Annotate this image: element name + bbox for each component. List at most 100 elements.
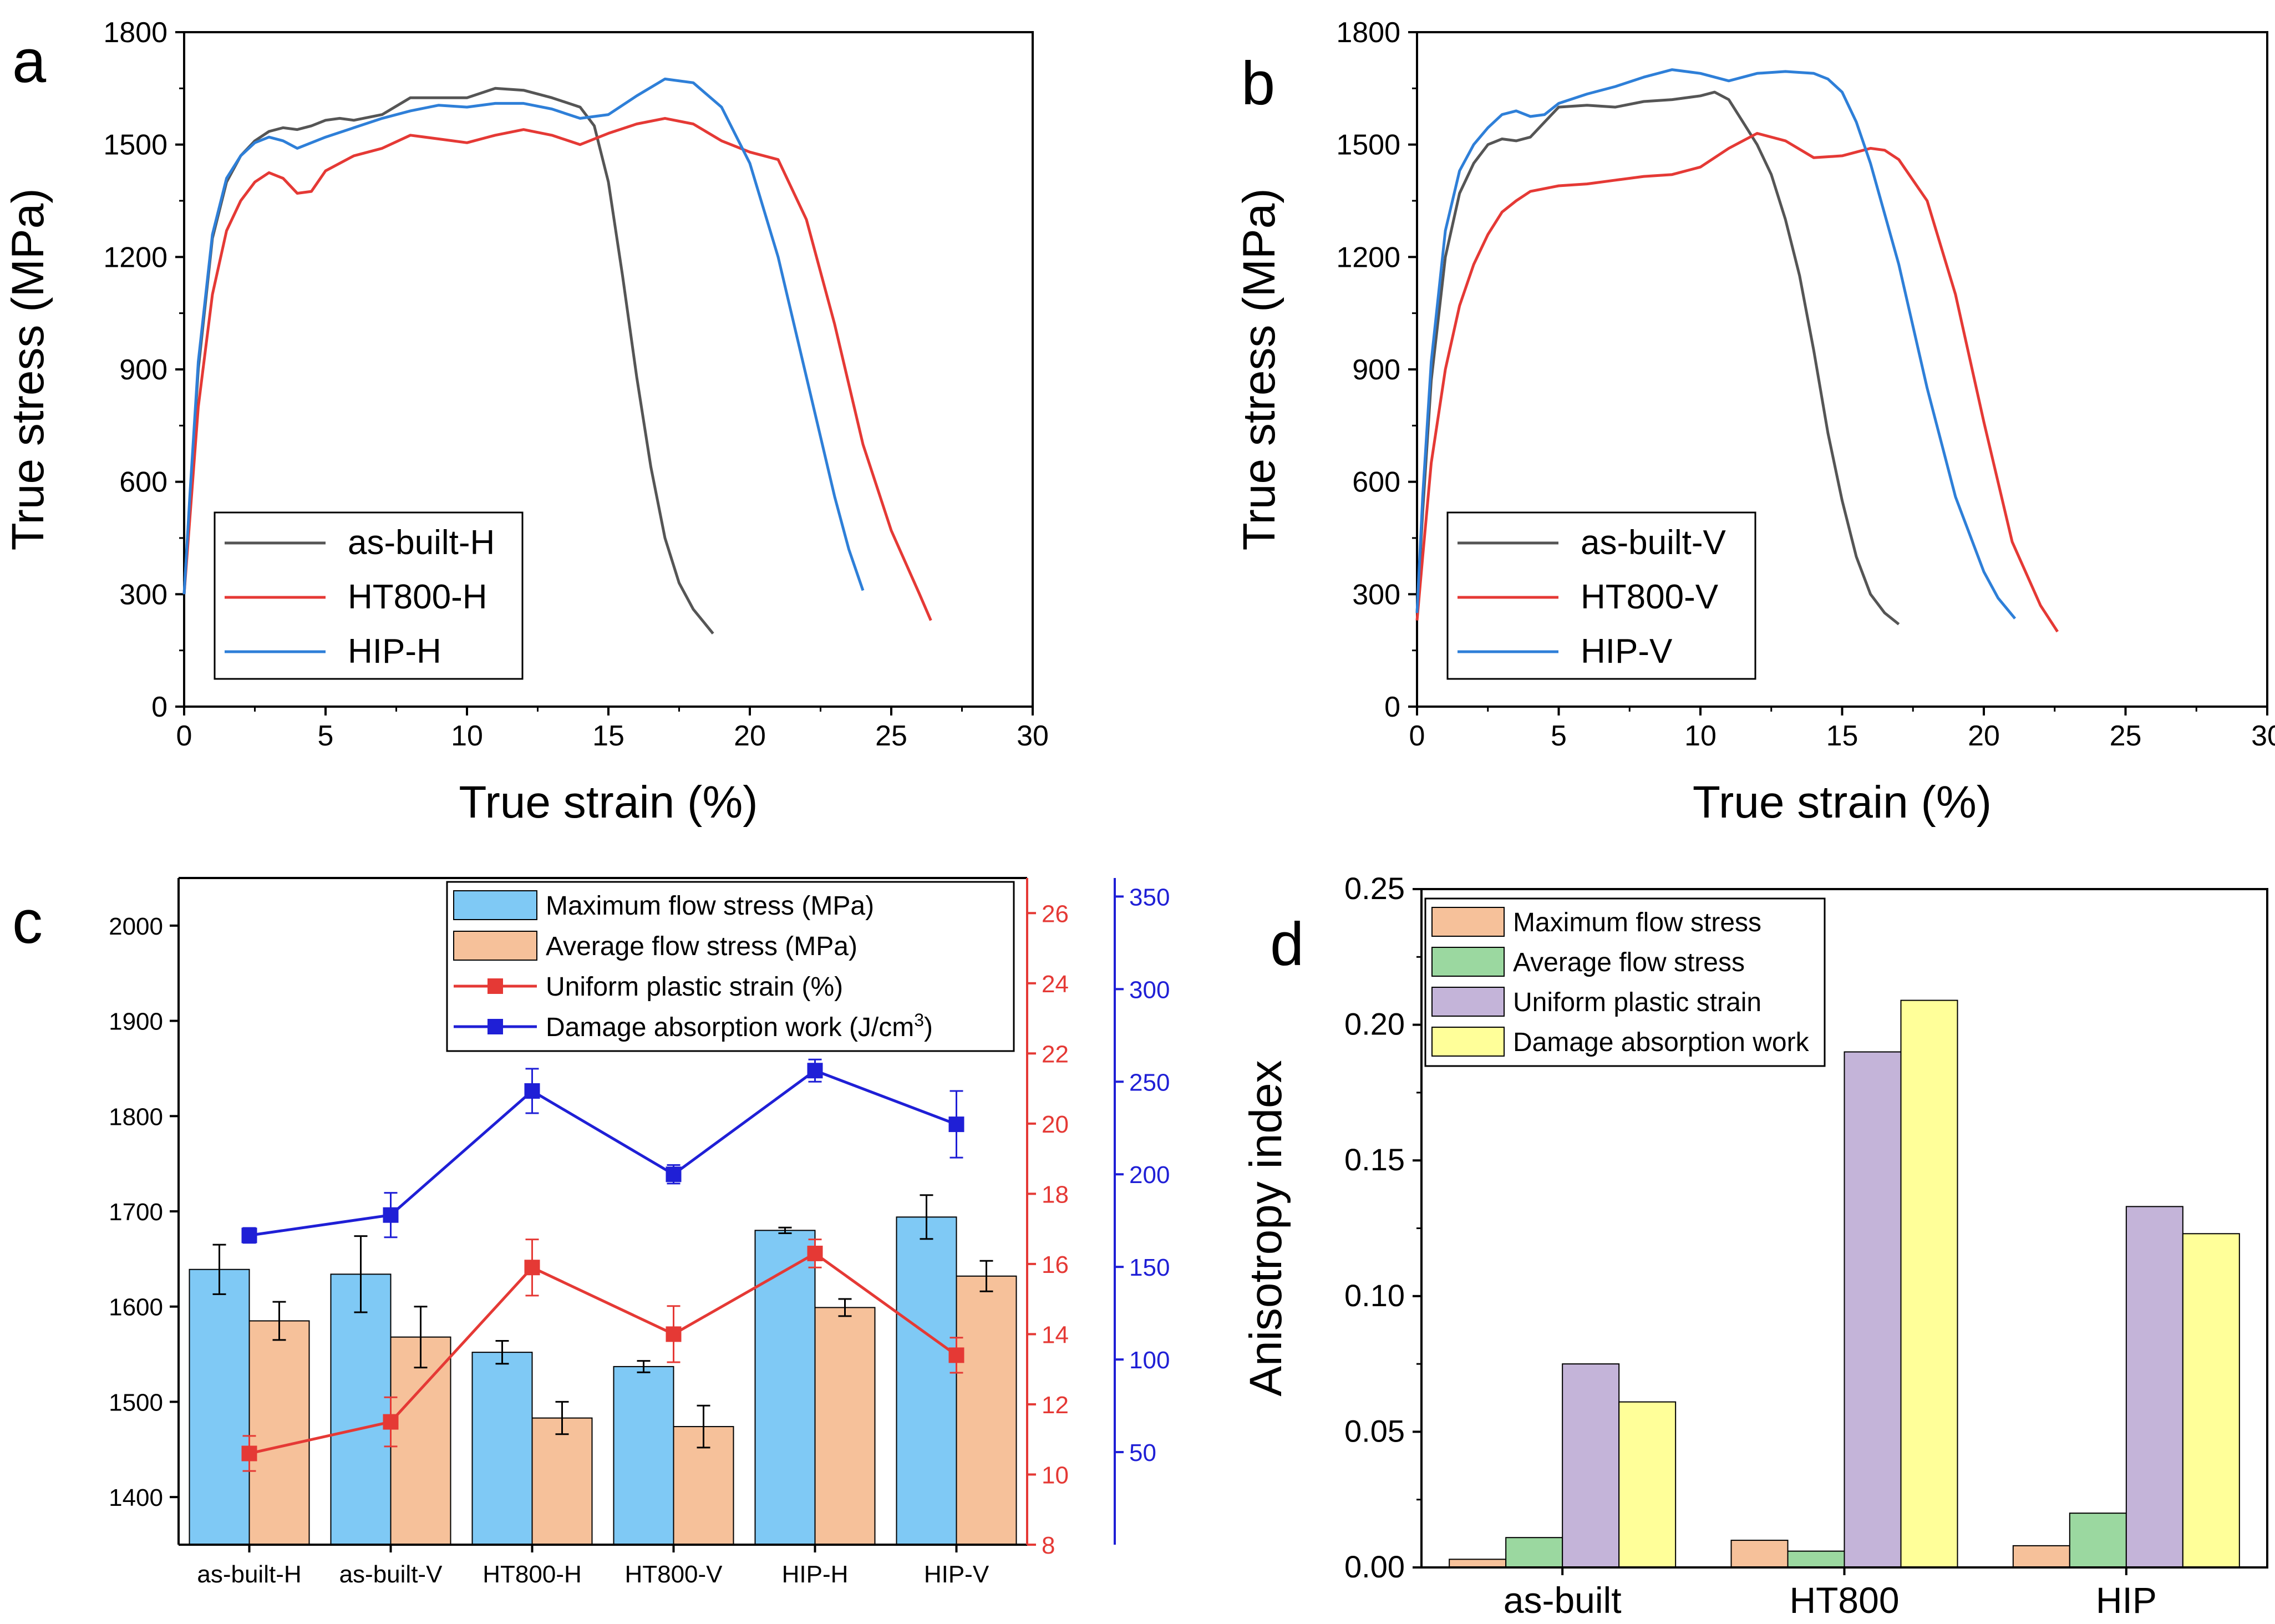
x-axis-label: True strain (%) [459, 777, 758, 828]
y-tick-label: 600 [119, 466, 167, 499]
bar [1900, 999, 1958, 1568]
red-tick-label: 20 [1042, 1111, 1069, 1138]
legend-label: Uniform plastic strain (%) [546, 972, 843, 1002]
data-marker [948, 1347, 964, 1363]
series-line [249, 1069, 957, 1237]
bar [248, 1320, 310, 1545]
y-tick-label: 1700 [109, 1199, 163, 1226]
bar [1562, 1363, 1620, 1569]
legend-label: HIP-H [348, 632, 441, 671]
bar [1787, 1550, 1845, 1568]
legend-marker [488, 978, 503, 994]
y-tick-label: 0.15 [1344, 1142, 1405, 1177]
legend-label: Damage absorption work [1513, 1028, 1810, 1057]
y-tick-label: 1500 [103, 129, 167, 161]
y-tick-label: 1200 [103, 241, 167, 273]
x-tick-label: 30 [1017, 720, 1049, 752]
legend-label: HIP-V [1581, 632, 1673, 671]
data-marker [383, 1207, 399, 1223]
panel-label: c [12, 888, 43, 956]
red-tick-label: 22 [1042, 1041, 1069, 1068]
red-tick-label: 24 [1042, 971, 1069, 998]
legend-label-main: Damage absorption work (J/cm [546, 1013, 914, 1042]
y-tick-label: 1500 [1336, 129, 1400, 161]
legend-label: Average flow stress (MPa) [546, 932, 857, 961]
y-axis-label: Anisotropy index [1241, 1060, 1291, 1396]
data-marker [807, 1063, 823, 1079]
data-marker [807, 1245, 823, 1261]
x-tick-label: HT800 [1789, 1580, 1899, 1621]
legend-label: HT800-H [348, 578, 488, 616]
blue-tick-label: 50 [1129, 1439, 1156, 1466]
bar [189, 1268, 250, 1545]
y-tick-label: 0.25 [1344, 871, 1405, 906]
x-tick-label: 0 [1409, 720, 1425, 752]
y-axis-label: True stress (MPa) [3, 188, 53, 550]
blue-tick-label: 350 [1129, 884, 1170, 911]
legend-frame [446, 881, 1015, 1052]
x-tick-label: as-built-V [339, 1561, 443, 1588]
legend: Maximum flow stress (MPa) Average flow st… [446, 881, 1015, 1052]
bar [754, 1230, 816, 1545]
x-tick-label: 10 [1684, 720, 1717, 752]
blue-tick-label: 150 [1129, 1254, 1170, 1281]
blue-tick-label: 300 [1129, 976, 1170, 1003]
red-tick-label: 8 [1042, 1532, 1055, 1559]
legend-swatch [1431, 1027, 1505, 1057]
bar [1505, 1537, 1563, 1568]
legend-label-sup: 3 [914, 1010, 924, 1030]
x-tick-label: HIP [2096, 1580, 2157, 1621]
data-marker [241, 1445, 257, 1461]
bar [814, 1307, 876, 1545]
legend-swatch [1431, 907, 1505, 937]
y-tick-label: 0.00 [1344, 1549, 1405, 1584]
bar [1844, 1051, 1902, 1568]
y-tick-label: 600 [1352, 466, 1400, 499]
x-tick-label: HT800-V [624, 1561, 723, 1588]
bar [2125, 1206, 2183, 1568]
red-tick-label: 10 [1042, 1461, 1069, 1489]
series-line [248, 1251, 957, 1455]
red-tick-label: 18 [1042, 1181, 1069, 1208]
legend-swatch [453, 890, 537, 920]
legend: as-built-H HT800-H HIP-H [214, 511, 524, 680]
legend-label: Damage absorption work (J/cm3) [546, 1010, 933, 1042]
blue-tick-label: 200 [1129, 1161, 1170, 1189]
y-tick-label: 1900 [109, 1008, 163, 1036]
bar [2012, 1545, 2070, 1569]
x-tick-label: as-built-H [197, 1561, 301, 1588]
data-marker [524, 1260, 540, 1276]
data-marker [948, 1116, 964, 1133]
series-line-HIP-H [182, 77, 865, 595]
legend-label: HT800-V [1581, 578, 1719, 616]
red-tick-label: 16 [1042, 1251, 1069, 1278]
x-tick-label: 25 [2110, 720, 2142, 752]
bar [613, 1366, 674, 1545]
panel-label: a [12, 27, 47, 95]
legend-label: Maximum flow stress [1513, 908, 1761, 937]
bar [390, 1336, 451, 1545]
y-tick-label: 0.05 [1344, 1413, 1405, 1448]
legend-label: Uniform plastic strain [1513, 988, 1761, 1017]
x-tick-label: 20 [1968, 720, 2000, 752]
y-tick-label: 0 [151, 691, 167, 723]
x-tick-label: HT800-H [483, 1561, 582, 1588]
bar [1449, 1559, 1507, 1568]
x-tick-label: HIP-V [924, 1561, 989, 1588]
bar [330, 1273, 392, 1546]
bar [1730, 1540, 1789, 1569]
legend-label: Average flow stress [1513, 948, 1745, 977]
legend-swatch [453, 931, 537, 961]
x-axis-label: True strain (%) [1693, 777, 1992, 828]
legend-swatch [1431, 987, 1505, 1017]
bar [896, 1216, 957, 1546]
red-tick-label: 12 [1042, 1392, 1069, 1419]
data-marker [666, 1166, 682, 1183]
y-tick-label: 0 [1384, 691, 1400, 723]
y-tick-label: 1600 [109, 1294, 163, 1321]
series-line-HT800-H [182, 116, 932, 621]
y-tick-label: 1400 [109, 1484, 163, 1511]
red-tick-label: 14 [1042, 1321, 1069, 1348]
